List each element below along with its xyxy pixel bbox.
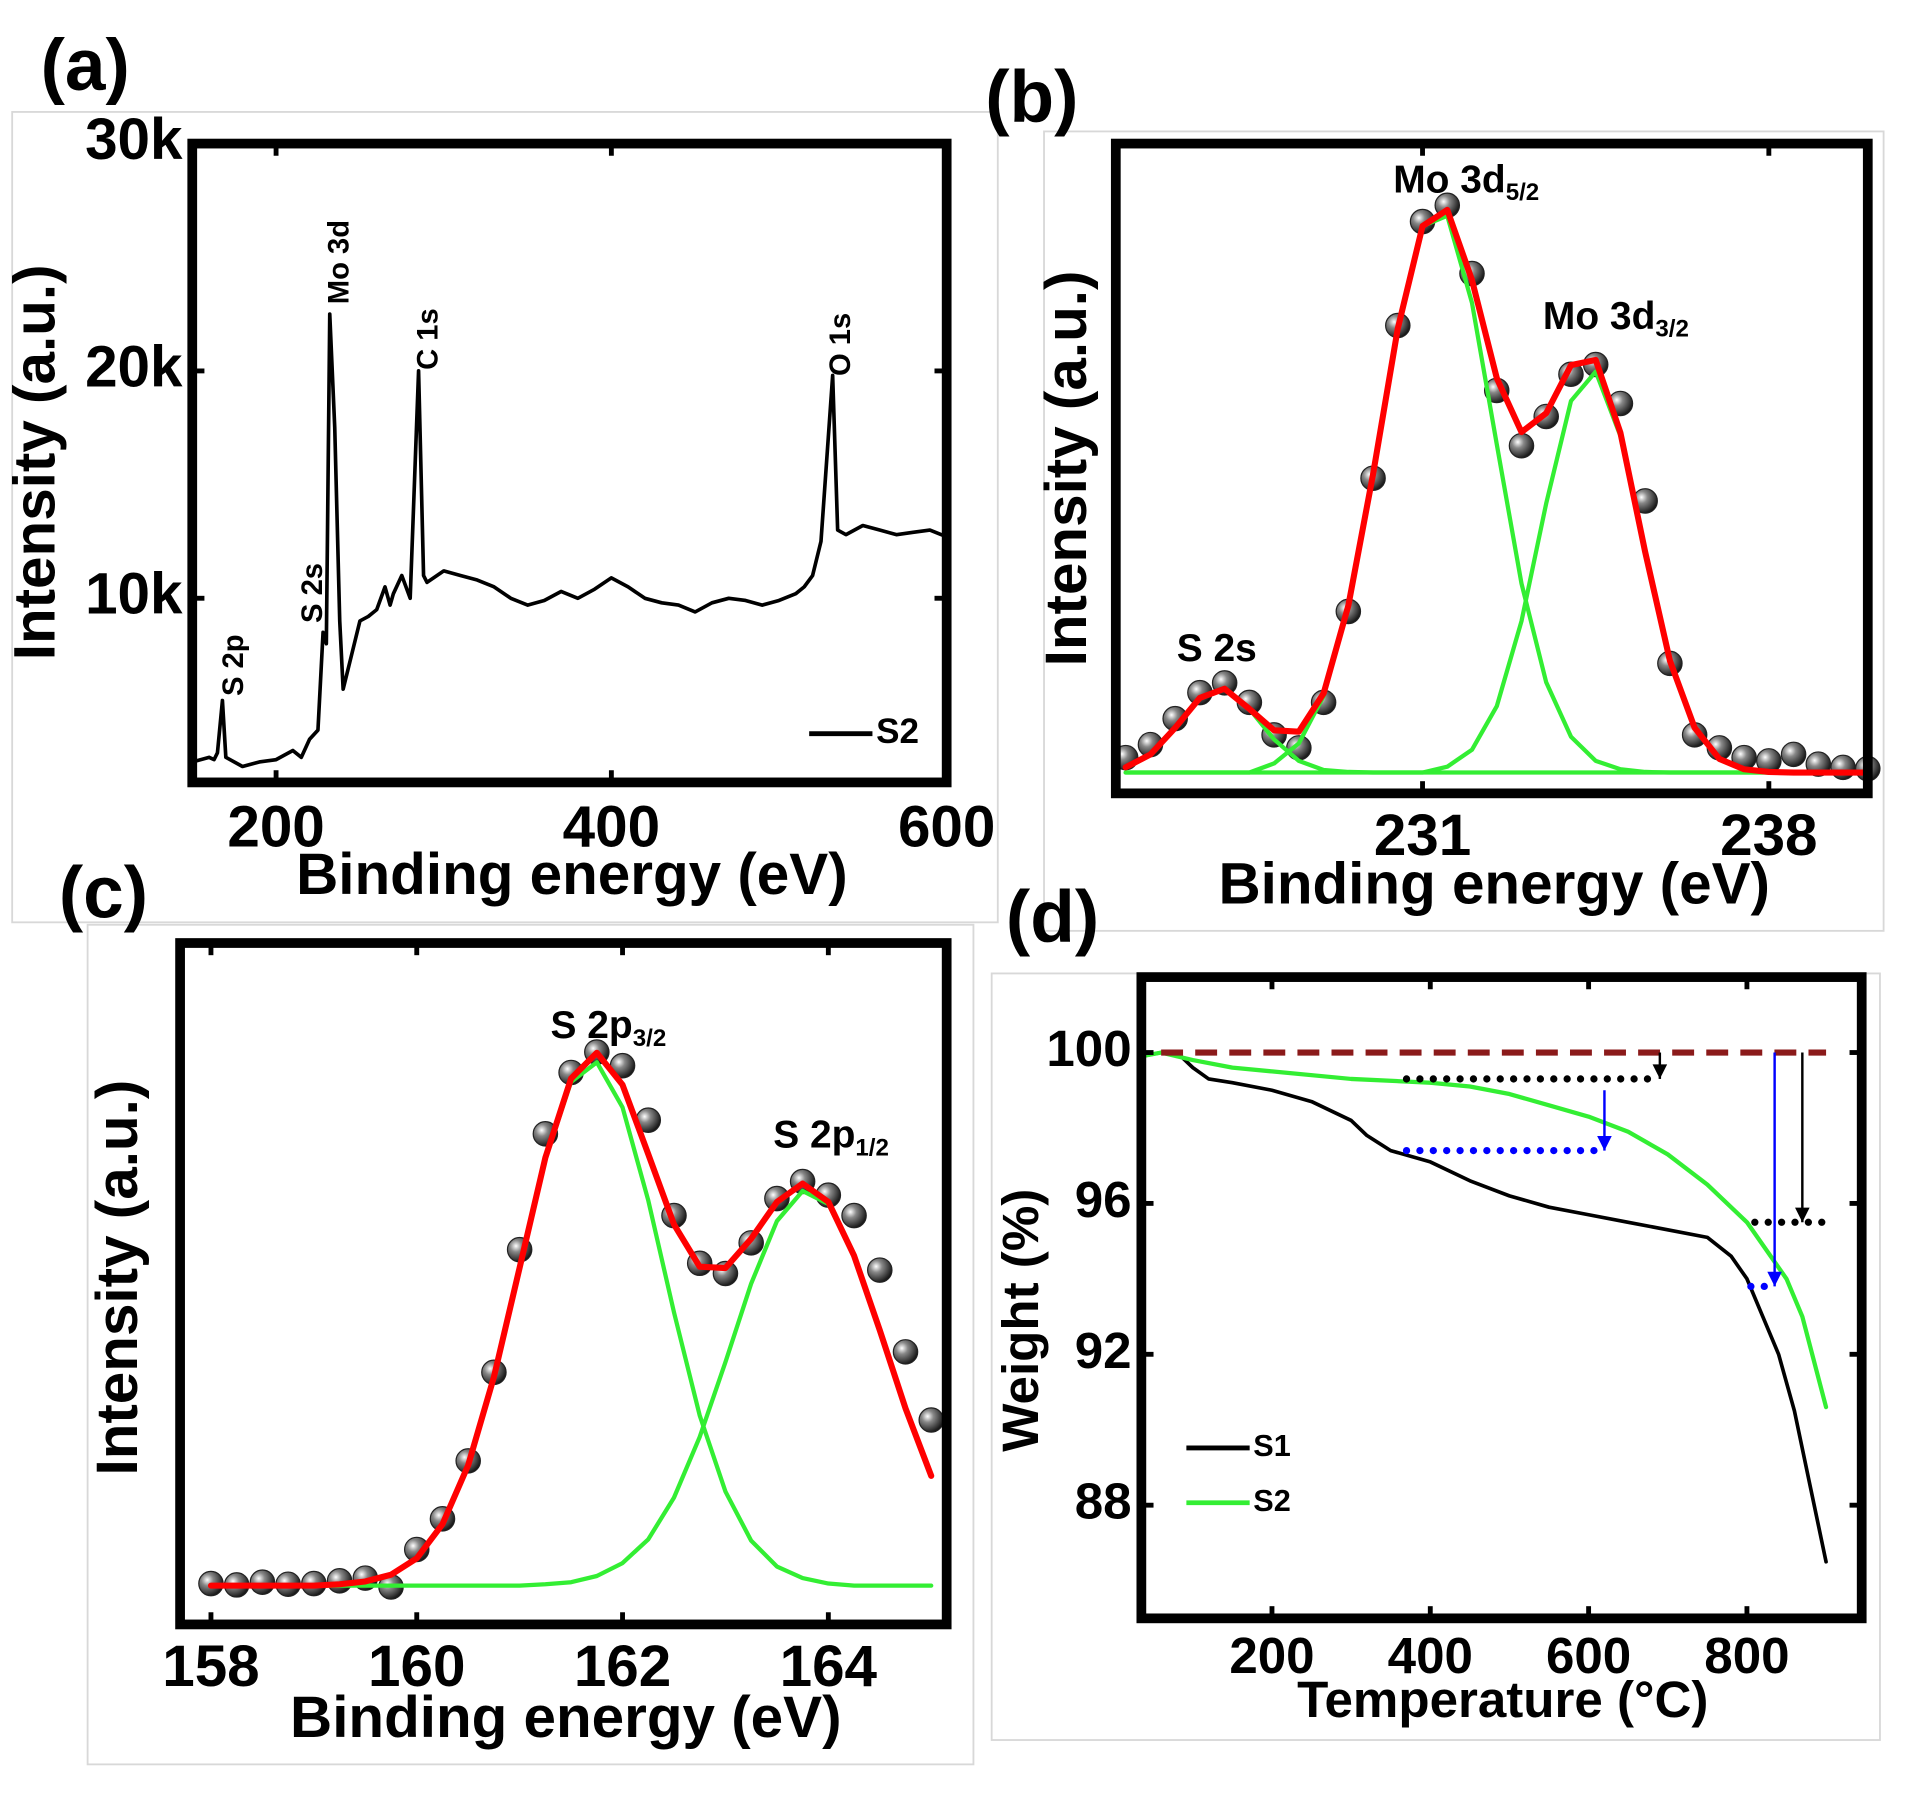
arrow-head — [1652, 1064, 1668, 1079]
peak-label-text: S 2s — [297, 563, 329, 623]
x-tick-label: 162 — [574, 1634, 671, 1699]
x-tick-label: 600 — [898, 794, 995, 859]
y-tick-label: 92 — [1075, 1322, 1132, 1379]
peak-label: Mo 3d — [323, 220, 355, 304]
panel-label: (a) — [41, 25, 130, 106]
x-tick-label: 800 — [1704, 1627, 1789, 1684]
x-tick-label: 164 — [780, 1634, 878, 1699]
legend-label: S2 — [876, 712, 919, 751]
x-tick-label: 400 — [1388, 1627, 1473, 1684]
series-line — [1139, 1050, 1828, 1564]
x-axis-title: Temperature (°C) — [1297, 1671, 1708, 1728]
peak-label: S 2s — [297, 563, 329, 623]
y-tick-label: 100 — [1046, 1020, 1131, 1077]
panel-label: (b) — [985, 56, 1078, 137]
peak-label-text: S 2s — [1177, 627, 1257, 670]
data-point — [918, 1407, 945, 1433]
x-tick-label: 400 — [563, 794, 660, 859]
series-line — [208, 1188, 934, 1588]
x-tick-label: 600 — [1546, 1627, 1631, 1684]
x-axis-title: Binding energy (eV) — [296, 842, 848, 907]
peak-label-text: O 1s — [825, 313, 857, 376]
y-axis-title: Intensity (a.u.) — [1034, 271, 1099, 667]
data-point — [1780, 741, 1807, 768]
peak-label-text: Mo 3d — [323, 220, 355, 304]
figure-content: 200 400 600 10k 20k 30k Binding energy (eV) Int… — [2, 25, 1885, 1766]
peak-label-text: S 2p — [551, 1004, 633, 1047]
peak-label-text: S 2p — [218, 634, 250, 696]
peak-label: Mo 3d5/2 — [1393, 159, 1539, 207]
peak-label-text: C 1s — [412, 308, 444, 370]
panel-label: (d) — [1006, 877, 1099, 958]
y-axis-title: Intensity (a.u.) — [2, 264, 67, 660]
x-tick-label: 231 — [1374, 803, 1471, 868]
arrow-head — [1597, 1136, 1612, 1151]
panel-frame — [86, 923, 975, 1766]
data-point — [867, 1257, 893, 1283]
series-line — [1122, 206, 1871, 776]
data-point — [841, 1202, 867, 1229]
peak-label-text: Mo 3d — [1543, 295, 1655, 338]
x-tick-label: 200 — [227, 794, 324, 859]
legend-label: S1 — [1253, 1429, 1291, 1463]
y-tick-label: 10k — [85, 562, 183, 627]
data-point — [1508, 432, 1535, 459]
peak-label-text: S 2p — [773, 1114, 855, 1157]
peak-label: S 2s — [1177, 627, 1257, 670]
x-tick-label: 158 — [162, 1634, 259, 1699]
peak-label-sub: 3/2 — [1655, 316, 1689, 343]
peak-label-sub: 1/2 — [855, 1135, 889, 1162]
peak-label: S 2p — [218, 634, 250, 696]
x-tick-label: 238 — [1720, 803, 1817, 868]
plot-frame — [1110, 138, 1873, 799]
x-axis-title: Binding energy (eV) — [290, 1685, 842, 1750]
data-point — [249, 1569, 276, 1595]
series-line — [207, 1049, 935, 1589]
y-axis-title: Intensity (a.u.) — [85, 1080, 150, 1476]
arrow-head — [1767, 1271, 1782, 1287]
peak-label: Mo 3d3/2 — [1543, 295, 1689, 343]
x-tick-label: 160 — [368, 1634, 465, 1699]
plot-frame — [187, 138, 952, 788]
peak-label-sub: 3/2 — [633, 1025, 667, 1052]
data-point — [1830, 754, 1856, 781]
panel-frame — [11, 111, 999, 924]
peak-label-sub: 5/2 — [1506, 180, 1540, 207]
peak-label: C 1s — [412, 308, 444, 370]
series-line — [1139, 1050, 1829, 1410]
y-tick-label: 96 — [1075, 1171, 1132, 1228]
arrow-head — [1795, 1207, 1810, 1223]
y-axis-title: Weight (%) — [992, 1189, 1049, 1452]
plot-frame — [1136, 972, 1867, 1624]
series-line — [190, 312, 949, 769]
peak-label-text: Mo 3d — [1393, 159, 1505, 202]
panel-frame — [1043, 130, 1885, 932]
x-tick-label: 200 — [1229, 1627, 1314, 1684]
y-tick-label: 20k — [85, 334, 183, 399]
x-axis-title: Binding energy (eV) — [1218, 852, 1770, 917]
data-point — [892, 1339, 919, 1365]
peak-label: S 2p1/2 — [773, 1114, 889, 1162]
peak-label: S 2p3/2 — [551, 1004, 667, 1052]
panel-label: (c) — [59, 852, 148, 933]
peak-label: O 1s — [825, 313, 857, 376]
series-line — [1123, 213, 1870, 775]
y-tick-label: 88 — [1075, 1473, 1132, 1530]
y-tick-label: 30k — [85, 107, 183, 172]
legend-label: S2 — [1253, 1484, 1291, 1518]
plot-frame — [175, 938, 952, 1630]
